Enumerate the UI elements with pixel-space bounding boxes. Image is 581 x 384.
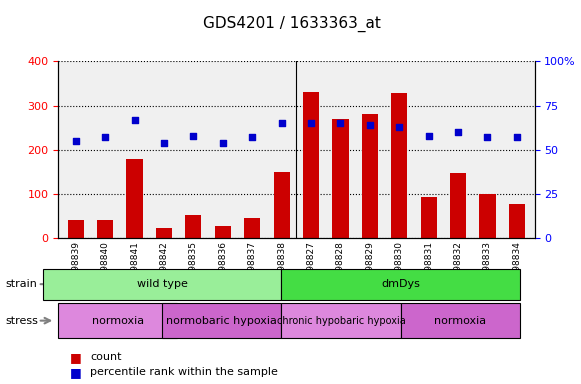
Bar: [97, 220, 113, 238]
Text: ■: ■: [70, 366, 81, 379]
Bar: [332, 119, 349, 238]
Point: [453, 129, 462, 135]
Point: [101, 134, 110, 141]
Bar: [127, 159, 143, 238]
Bar: [509, 204, 525, 238]
Bar: [421, 197, 437, 238]
Point: [306, 120, 315, 126]
Point: [336, 120, 345, 126]
Point: [189, 132, 198, 139]
Bar: [274, 172, 290, 238]
Point: [248, 134, 257, 141]
Point: [483, 134, 492, 141]
Bar: [67, 220, 84, 238]
Bar: [156, 228, 172, 238]
Bar: [450, 173, 466, 238]
Point: [71, 138, 80, 144]
Text: dmDys: dmDys: [381, 279, 420, 289]
Bar: [479, 194, 496, 238]
Text: normoxia: normoxia: [92, 316, 144, 326]
Point: [424, 132, 433, 139]
Point: [130, 117, 139, 123]
Bar: [362, 114, 378, 238]
Point: [394, 124, 404, 130]
Bar: [391, 93, 407, 238]
Text: percentile rank within the sample: percentile rank within the sample: [90, 367, 278, 377]
Point: [218, 140, 227, 146]
Text: chronic hypobaric hypoxia: chronic hypobaric hypoxia: [277, 316, 406, 326]
Text: normobaric hypoxia: normobaric hypoxia: [166, 316, 277, 326]
Point: [365, 122, 375, 128]
Text: GDS4201 / 1633363_at: GDS4201 / 1633363_at: [203, 15, 381, 31]
Point: [512, 134, 522, 141]
Bar: [215, 226, 231, 238]
Bar: [185, 215, 202, 238]
Bar: [244, 218, 260, 238]
Point: [159, 140, 168, 146]
Text: wild type: wild type: [137, 279, 188, 289]
Text: stress: stress: [6, 316, 39, 326]
Text: strain: strain: [6, 279, 38, 289]
Bar: [303, 92, 319, 238]
Text: normoxia: normoxia: [434, 316, 486, 326]
Text: ■: ■: [70, 351, 81, 364]
Text: count: count: [90, 352, 121, 362]
Point: [277, 120, 286, 126]
